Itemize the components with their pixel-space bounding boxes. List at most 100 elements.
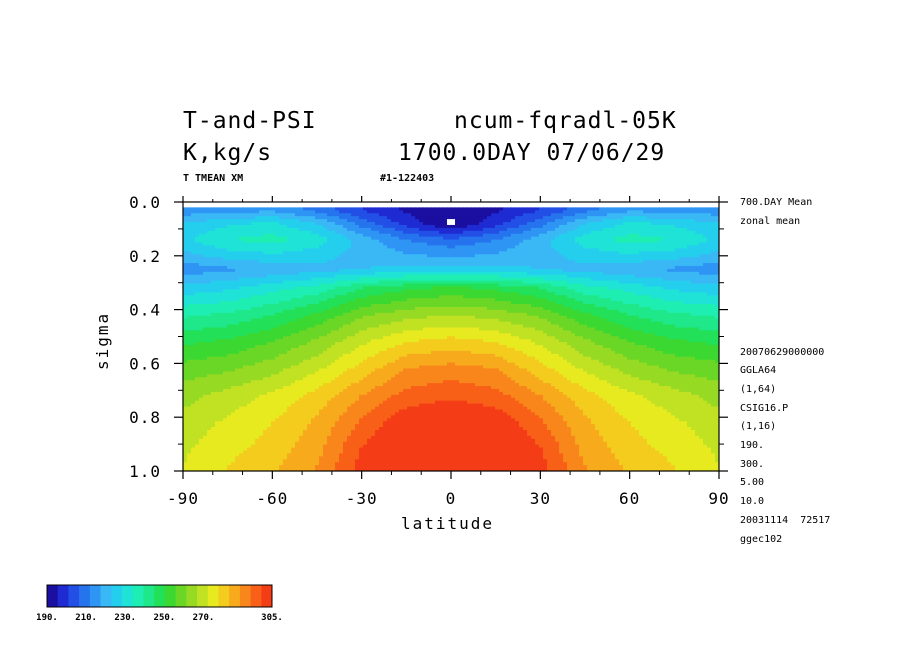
- heatmap-cell: [239, 222, 244, 226]
- heatmap-cell: [527, 245, 532, 249]
- heatmap-cell: [663, 224, 668, 229]
- heatmap-cell: [407, 222, 412, 226]
- heatmap-cell: [371, 230, 376, 235]
- heatmap-cell: [211, 251, 216, 255]
- heatmap-cell: [607, 224, 612, 229]
- heatmap-cell: [239, 213, 244, 217]
- heatmap-cell: [595, 251, 600, 255]
- heatmap-cell: [199, 224, 204, 229]
- heatmap-cell: [531, 251, 536, 255]
- heatmap-cell: [535, 222, 540, 226]
- heatmap-cell: [699, 233, 704, 238]
- heatmap-cell: [535, 248, 540, 252]
- heatmap-cell: [471, 242, 476, 247]
- heatmap-cell: [555, 227, 560, 232]
- heatmap-cell: [283, 216, 288, 220]
- heatmap-cell: [519, 236, 524, 241]
- heatmap-cell: [379, 210, 384, 214]
- heatmap-cell: [699, 216, 704, 220]
- heatmap-cell: [691, 242, 696, 247]
- heatmap-cell: [355, 245, 360, 249]
- heatmap-cell: [591, 210, 596, 214]
- heatmap-cell: [415, 216, 420, 220]
- heatmap-cell: [263, 210, 268, 214]
- heatmap-cell: [395, 239, 400, 244]
- heatmap-cell: [259, 210, 264, 214]
- heatmap-cell: [431, 210, 436, 214]
- heatmap-cell: [275, 222, 280, 226]
- heatmap-cell: [471, 239, 476, 244]
- heatmap-cell: [363, 227, 368, 232]
- heatmap-cell: [251, 248, 256, 252]
- heatmap-cell: [527, 236, 532, 241]
- heatmap-cell: [271, 242, 276, 247]
- heatmap-cell: [475, 245, 480, 249]
- heatmap-cell: [307, 242, 312, 247]
- heatmap-cell: [639, 213, 644, 217]
- heatmap-cell: [183, 233, 188, 238]
- heatmap-cell: [675, 248, 680, 252]
- heatmap-cell: [703, 230, 708, 235]
- heatmap-cell: [423, 227, 428, 232]
- heatmap-cell: [443, 242, 448, 247]
- heatmap-cell: [339, 213, 344, 217]
- heatmap-cell: [671, 207, 676, 211]
- heatmap-cell: [295, 233, 300, 238]
- heatmap-cell: [395, 222, 400, 226]
- heatmap-cell: [399, 236, 404, 241]
- heatmap-cell: [663, 230, 668, 235]
- heatmap-cell: [323, 242, 328, 247]
- heatmap-cell: [447, 219, 452, 223]
- heatmap-cell: [699, 213, 704, 217]
- heatmap-cell: [463, 227, 468, 232]
- heatmap-cell: [319, 227, 324, 232]
- heatmap-cell: [343, 248, 348, 252]
- heatmap-cell: [667, 239, 672, 244]
- heatmap-cell: [299, 245, 304, 249]
- heatmap-cell: [523, 219, 528, 223]
- heatmap-cell: [307, 213, 312, 217]
- heatmap-cell: [691, 210, 696, 214]
- heatmap-cell: [291, 239, 296, 244]
- heatmap-cell: [579, 227, 584, 232]
- heatmap-cell: [631, 245, 636, 249]
- heatmap-cell: [651, 239, 656, 244]
- heatmap-cell: [339, 219, 344, 223]
- heatmap-cell: [435, 245, 440, 249]
- heatmap-cell: [387, 236, 392, 241]
- heatmap-cell: [571, 251, 576, 255]
- heatmap-cell: [235, 224, 240, 229]
- heatmap-cell: [207, 239, 212, 244]
- heatmap-cell: [551, 239, 556, 244]
- heatmap-cell: [647, 236, 652, 241]
- heatmap-cell: [571, 227, 576, 232]
- heatmap-cell: [403, 227, 408, 232]
- heatmap-cell: [523, 224, 528, 229]
- heatmap-cell: [195, 245, 200, 249]
- heatmap-cell: [515, 227, 520, 232]
- heatmap-cell: [443, 222, 448, 226]
- heatmap-cell: [371, 251, 376, 255]
- heatmap-cell: [199, 233, 204, 238]
- heatmap-cell: [487, 233, 492, 238]
- heatmap-cell: [647, 207, 652, 211]
- heatmap-cell: [643, 210, 648, 214]
- heatmap-cell: [251, 236, 256, 241]
- heatmap-cell: [663, 248, 668, 252]
- heatmap-cell: [499, 216, 504, 220]
- heatmap-cell: [295, 219, 300, 223]
- heatmap-cell: [223, 227, 228, 232]
- heatmap-cell: [439, 210, 444, 214]
- heatmap-cell: [243, 230, 248, 235]
- heatmap-cell: [203, 251, 208, 255]
- heatmap-cell: [335, 230, 340, 235]
- heatmap-cell: [307, 207, 312, 211]
- heatmap-cell: [623, 227, 628, 232]
- heatmap-cell: [491, 248, 496, 252]
- heatmap-cell: [495, 233, 500, 238]
- heatmap-cell: [691, 230, 696, 235]
- heatmap-cell: [395, 224, 400, 229]
- heatmap-cell: [275, 227, 280, 232]
- heatmap-cell: [203, 219, 208, 223]
- heatmap-cell: [387, 210, 392, 214]
